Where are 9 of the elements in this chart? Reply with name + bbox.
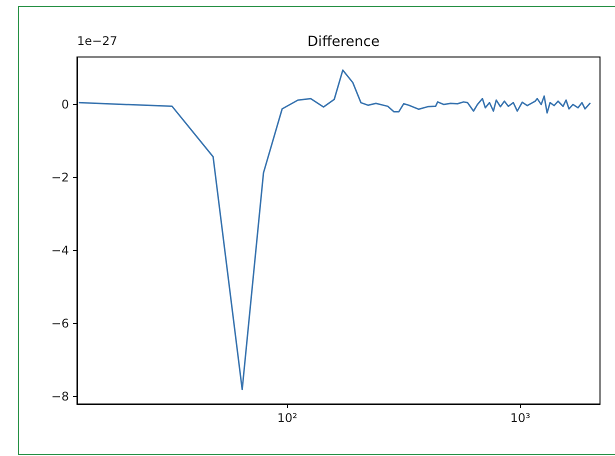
- chart-title: Difference: [307, 34, 380, 50]
- y-tick-label: −2: [51, 170, 69, 185]
- y-tick-label: −4: [51, 244, 69, 258]
- y-tick-label: −8: [51, 390, 69, 404]
- text: 1e−27: [77, 34, 118, 48]
- x-tick-label: 10²: [277, 411, 298, 425]
- y-tick-label: 0: [61, 97, 69, 112]
- x-tick-label: 10³: [510, 411, 530, 425]
- y-tick-label: −6: [51, 316, 69, 331]
